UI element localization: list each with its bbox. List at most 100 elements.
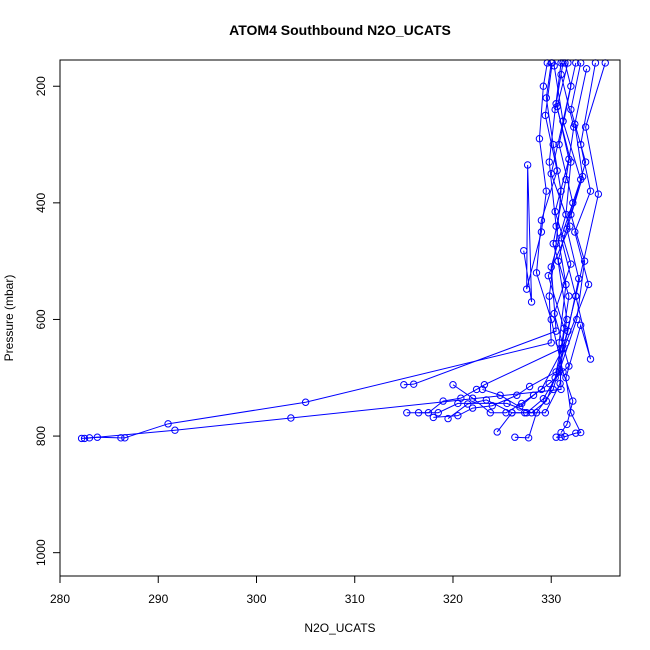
- data-point: [545, 158, 553, 166]
- data-point: [586, 187, 595, 195]
- data-point: [454, 411, 462, 420]
- data-point: [478, 385, 487, 394]
- data-point: [449, 381, 457, 389]
- data-point: [549, 140, 557, 149]
- data-point: [164, 420, 172, 428]
- series-line: [523, 62, 548, 303]
- data-point: [511, 433, 519, 441]
- data-point: [559, 117, 567, 125]
- data-point: [571, 120, 579, 128]
- data-point: [549, 239, 557, 248]
- data-point: [409, 380, 418, 388]
- data-point: [434, 409, 442, 417]
- data-point: [525, 382, 534, 391]
- data-point: [550, 309, 558, 318]
- data-point: [551, 207, 559, 216]
- x-axis: 280 290 300 310 320 330: [50, 575, 562, 606]
- data-point: [557, 234, 565, 242]
- data-point: [400, 381, 408, 389]
- data-point: [550, 62, 558, 70]
- data-point: [468, 404, 477, 412]
- data-point: [563, 420, 571, 429]
- data-point: [562, 175, 570, 184]
- data-point: [549, 385, 557, 394]
- data-point: [559, 368, 567, 376]
- series-line: [514, 62, 596, 439]
- data-point: [541, 111, 550, 120]
- data-point: [542, 397, 551, 405]
- x-tick-label: 300: [246, 592, 266, 606]
- data-point: [539, 82, 548, 90]
- data-point: [537, 216, 546, 225]
- y-tick-label: 1000: [34, 539, 48, 566]
- data-point: [545, 292, 553, 300]
- data-point: [555, 140, 563, 149]
- data-point: [503, 399, 511, 408]
- series-line: [482, 62, 572, 408]
- data-point: [544, 272, 552, 280]
- data-point: [518, 399, 526, 408]
- data-point: [557, 428, 565, 437]
- data-point: [535, 135, 544, 143]
- y-tick-label: 200: [34, 76, 48, 96]
- y-axis-label: Pressure (mbar): [2, 275, 16, 362]
- series-profile: [403, 70, 578, 417]
- data-point: [577, 321, 585, 329]
- plot-area: [77, 59, 609, 443]
- data-point: [523, 161, 532, 169]
- data-point: [577, 428, 585, 437]
- data-point: [508, 409, 516, 417]
- x-tick-label: 330: [541, 592, 561, 606]
- data-point: [496, 391, 504, 399]
- series-line: [535, 62, 574, 433]
- data-point: [532, 269, 541, 277]
- data-point: [486, 409, 495, 417]
- series-line: [556, 62, 606, 438]
- data-point: [520, 246, 528, 255]
- series-profile: [444, 62, 574, 423]
- data-point: [556, 379, 564, 388]
- data-point: [557, 433, 565, 441]
- data-point: [80, 434, 89, 443]
- data-point: [560, 324, 568, 332]
- data-point: [493, 428, 501, 436]
- data-point: [301, 398, 310, 406]
- data-point: [572, 429, 580, 437]
- data-point: [541, 409, 550, 417]
- data-point: [571, 228, 579, 236]
- data-point: [567, 105, 575, 114]
- series-profile: [520, 59, 551, 306]
- data-point: [584, 280, 593, 289]
- data-point: [522, 285, 531, 293]
- x-tick-label: 280: [50, 592, 70, 606]
- data-point: [454, 399, 462, 408]
- x-axis-label: N2O_UCATS: [304, 621, 375, 635]
- x-tick-label: 290: [148, 592, 168, 606]
- data-point: [575, 274, 583, 283]
- data-point: [567, 260, 575, 268]
- data-point: [468, 394, 477, 402]
- data-point: [557, 70, 565, 79]
- data-point: [439, 397, 447, 405]
- data-point: [529, 391, 538, 399]
- data-point: [287, 414, 295, 422]
- data-point: [516, 403, 524, 411]
- y-tick-label: 600: [34, 309, 48, 329]
- data-point: [414, 409, 423, 417]
- data-point: [472, 385, 481, 394]
- data-point: [171, 426, 179, 434]
- data-point: [521, 409, 529, 417]
- series-line: [447, 65, 571, 419]
- data-point: [403, 409, 411, 417]
- data-point: [547, 315, 555, 324]
- y-axis: 200 400 600 800 1000: [34, 76, 61, 566]
- data-point: [464, 400, 472, 408]
- data-point: [524, 434, 533, 442]
- y-tick-label: 800: [34, 426, 48, 446]
- data-point: [551, 374, 559, 382]
- data-point: [547, 169, 555, 178]
- data-point: [542, 94, 551, 102]
- data-point: [561, 432, 569, 441]
- data-point: [547, 339, 555, 347]
